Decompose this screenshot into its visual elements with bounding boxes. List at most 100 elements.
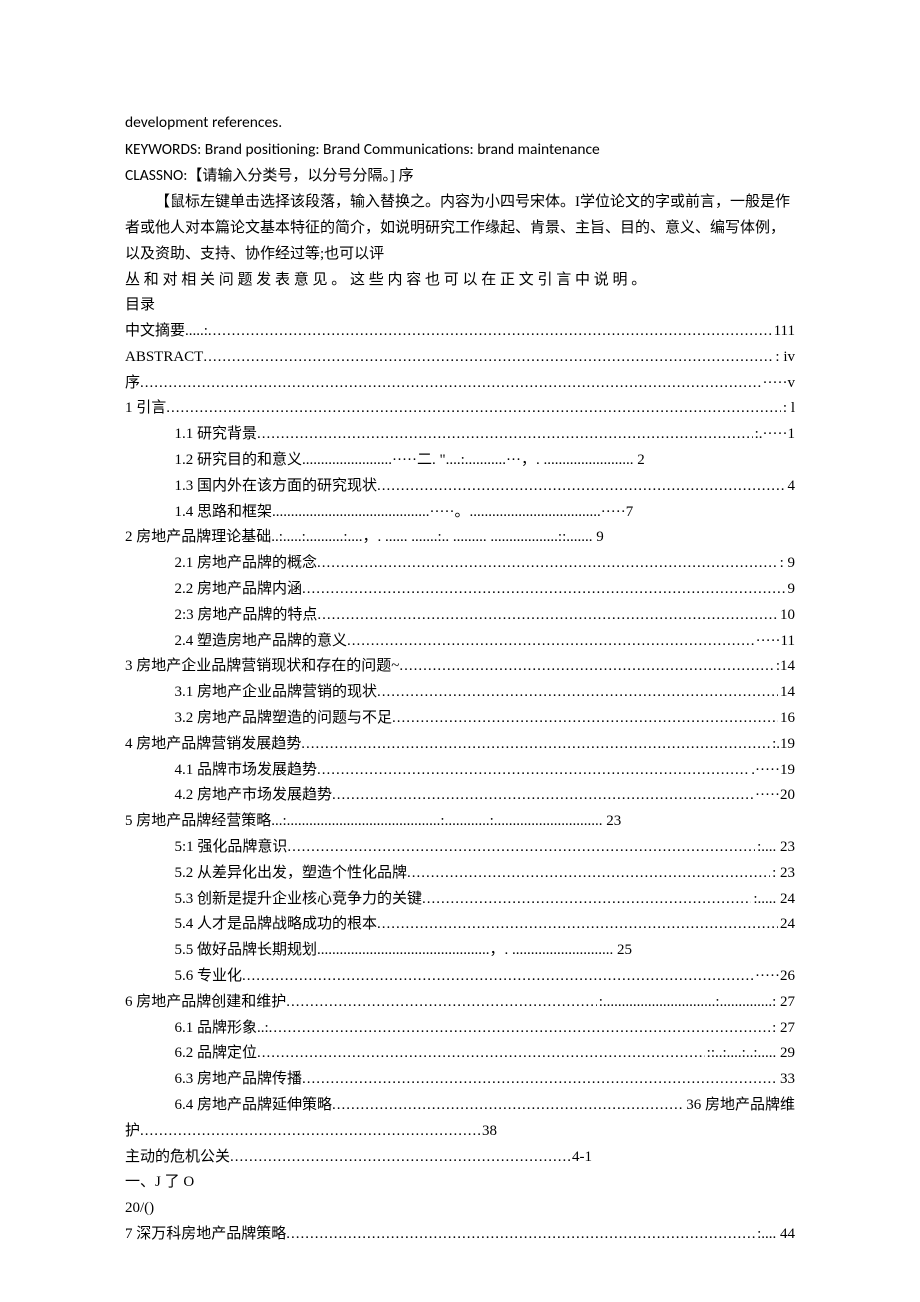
toc-line: 5.6 专业化 ·····26: [125, 964, 795, 990]
toc-label: 2.4 塑造房地产品牌的意义: [175, 629, 348, 655]
toc-line: 5.4 人才是品牌战略成功的根本 24: [125, 912, 795, 938]
toc-line: 主动的危机公关 4-1: [125, 1145, 795, 1171]
toc-line: 5.5 做好品牌长期规划............................…: [125, 938, 795, 964]
toc-line: 2.1 房地产品牌的概念 : 9: [125, 551, 795, 577]
toc-label: 5.2 从差异化出发，塑造个性化品牌: [175, 861, 408, 887]
toc-page-number: : 23: [770, 861, 795, 887]
toc-line: 1 引言 : l: [125, 396, 795, 422]
toc-page-number: 4-1: [570, 1145, 592, 1171]
toc-page-number: .·····19: [749, 758, 795, 784]
toc-leader-dots: [257, 1041, 705, 1067]
toc-page-number: : iv: [773, 345, 795, 371]
toc-page-number: 36 房地产品牌维: [684, 1093, 795, 1119]
toc-line: 7 深万科房地产品牌策略 :.... 44: [125, 1222, 795, 1248]
toc-leader-dots: [287, 835, 755, 861]
toc-label: 5.4 人才是品牌战略成功的根本: [175, 912, 378, 938]
toc-leader-dots: [140, 371, 761, 397]
toc-label: 主动的危机公关: [125, 1145, 230, 1171]
toc-page-number: :..... 24: [751, 887, 795, 913]
toc-line: 6.1 品牌形象..:: 27: [125, 1016, 795, 1042]
toc-leader-dots: [332, 1093, 684, 1119]
toc-leader-dots: [286, 1222, 755, 1248]
toc-label: 3.1 房地产企业品牌营销的现状: [175, 680, 378, 706]
toc-page-number: ·····11: [754, 629, 795, 655]
toc-line: 5.2 从差异化出发，塑造个性化品牌 : 23: [125, 861, 795, 887]
toc-line: 1.3 国内外在该方面的研究现状 4: [125, 474, 795, 500]
toc-leader-dots: [317, 603, 778, 629]
toc-label: 6 房地产品牌创建和维护: [125, 990, 286, 1016]
toc-leader-dots: [317, 758, 749, 784]
toc-line: 3 房地产企业品牌营销现状和存在的问题~:14: [125, 654, 795, 680]
toc-leader-dots: [301, 732, 770, 758]
toc-label: 3.2 房地产品牌塑造的问题与不足: [175, 706, 393, 732]
toc-leader-dots: [286, 990, 596, 1016]
document-page: development references. KEYWORDS: Brand …: [0, 0, 920, 1298]
spaced-sentence: 丛 和 对 相 关 问 题 发 表 意 见 。 这 些 内 容 也 可 以 在 …: [125, 268, 795, 294]
toc-line: 5 房地产品牌经营策略...:.........................…: [125, 809, 795, 835]
toc-page-number: : l: [781, 396, 795, 422]
toc-page-number: 9: [786, 577, 796, 603]
toc-leader-dots: [203, 345, 773, 371]
toc-label: 6.3 房地产品牌传播: [175, 1067, 303, 1093]
toc-label: 6.2 品牌定位: [175, 1041, 258, 1067]
toc-label: 7 深万科房地产品牌策略: [125, 1222, 286, 1248]
toc-line: 20/(): [125, 1196, 795, 1222]
toc-leader-dots: [377, 474, 785, 500]
toc-page-number: 16: [778, 706, 795, 732]
toc-page-number: 10: [778, 603, 795, 629]
toc-line: 2.4 塑造房地产品牌的意义 ·····11: [125, 629, 795, 655]
toc-label: 6.4 房地产品牌延伸策略: [175, 1093, 333, 1119]
toc-label: 5:1 强化品牌意识: [175, 835, 288, 861]
toc-page-number: 38: [480, 1119, 497, 1145]
toc-label: 4.2 房地产市场发展趋势: [175, 783, 333, 809]
toc-leader-dots: [347, 629, 754, 655]
toc-leader-dots: [377, 912, 778, 938]
intro-paragraph: 【鼠标左键单击选择该段落，输入替换之。内容为小四号宋体。I学位论文的字或前言，一…: [125, 190, 795, 267]
toc-page-number: :.19: [770, 732, 795, 758]
toc-leader-dots: [230, 1145, 570, 1171]
toc-label: 4 房地产品牌营销发展趋势: [125, 732, 301, 758]
toc-label: 2.1 房地产品牌的概念: [175, 551, 318, 577]
toc-page-number: 24: [778, 912, 795, 938]
toc-line: 6.3 房地产品牌传播 33: [125, 1067, 795, 1093]
toc-line: 1.4 思路和框架...............................…: [125, 500, 795, 526]
toc-page-number: :.·····1: [753, 422, 795, 448]
toc-line: 护 38: [125, 1119, 795, 1145]
toc-leader-dots: [302, 577, 785, 603]
toc-leader-dots: [422, 887, 751, 913]
toc-page-number: 4: [786, 474, 796, 500]
toc-line: 一、J 了 O: [125, 1170, 795, 1196]
toc-leader-dots: [269, 1016, 770, 1042]
toc-leader-dots: [317, 551, 778, 577]
toc-leader-dots: [302, 1067, 778, 1093]
toc-label: 5.6 专业化: [175, 964, 243, 990]
toc-page-number: ::..:....:..:..... 29: [705, 1041, 795, 1067]
toc-page-number: :.... 23: [755, 835, 795, 861]
toc-line: 5.3 创新是提升企业核心竞争力的关键 :..... 24: [125, 887, 795, 913]
toc-label: 1 引言: [125, 396, 166, 422]
classno-label: CLASSNO:: [125, 166, 187, 185]
toc-label: 1.3 国内外在该方面的研究现状: [175, 474, 378, 500]
toc-page-number: 33: [778, 1067, 795, 1093]
toc-line: 6.4 房地产品牌延伸策略 36 房地产品牌维: [125, 1093, 795, 1119]
toc-line: ABSTRACT: iv: [125, 345, 795, 371]
toc-line: 2 房地产品牌理论基础..:.....:..........:....，. ..…: [125, 525, 795, 551]
toc-label: 5.3 创新是提升企业核心竞争力的关键: [175, 887, 423, 913]
toc-line: 6.2 品牌定位::..:....:..:..... 29: [125, 1041, 795, 1067]
table-of-contents: 中文摘要.....:111ABSTRACT: iv序·····v1 引言: l1…: [125, 319, 795, 1248]
toc-page-number: :..............................:........…: [597, 990, 795, 1016]
toc-page-number: ·····26: [753, 964, 795, 990]
toc-line: 1.2 研究目的和意义........................·····…: [125, 448, 795, 474]
toc-line: 5:1 强化品牌意识 :.... 23: [125, 835, 795, 861]
toc-page-number: : 27: [770, 1016, 795, 1042]
toc-page-number: :.... 44: [755, 1222, 795, 1248]
toc-leader-dots: [392, 706, 778, 732]
toc-leader-dots: [208, 319, 772, 345]
toc-page-number: ·····20: [753, 783, 795, 809]
toc-leader-dots: [399, 654, 773, 680]
toc-page-number: : 9: [778, 551, 795, 577]
toc-line: 4 房地产品牌营销发展趋势 :.19: [125, 732, 795, 758]
toc-leader-dots: [377, 680, 778, 706]
toc-line: 2.2 房地产品牌内涵 9: [125, 577, 795, 603]
toc-label: 1.1 研究背景: [175, 422, 258, 448]
